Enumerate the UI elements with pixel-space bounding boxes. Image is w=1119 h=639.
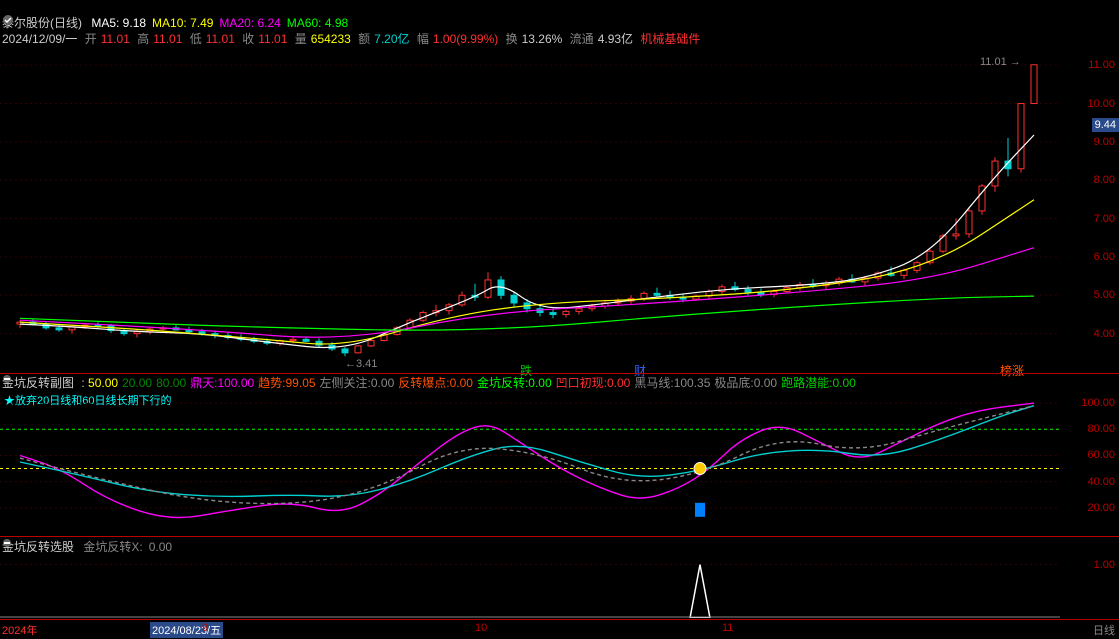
high-marker: 11.01 → [980, 56, 1021, 68]
amt-value: 7.20亿 [374, 32, 409, 46]
amp-value: 1.00(9.99%) [433, 32, 498, 46]
chart-title-row: 泰尔股份(日线) MA5: 9.18 MA10: 7.49 MA20: 6.24 MA… [2, 14, 1117, 28]
high-label: 高 [137, 32, 149, 46]
float-label: 流通 [570, 32, 594, 46]
y-tick: 10.00 [1087, 98, 1115, 110]
collapse-icon[interactable] [2, 538, 12, 548]
collapse-icon[interactable] [2, 374, 12, 384]
sub2-signal-chart[interactable] [0, 554, 1060, 618]
y-tick: 8.00 [1094, 174, 1115, 186]
low-label: 低 [190, 32, 202, 46]
y-tick: 5.00 [1094, 289, 1115, 301]
ohlc-info-row: 2024/12/09/一 开 11.01 高 11.01 低 11.01 收 11.01… [2, 30, 1117, 44]
month-tick: 10 [475, 622, 487, 634]
vol-value: 654233 [311, 32, 351, 46]
amp-label: 幅 [417, 32, 429, 46]
info-date: 2024/12/09/一 [2, 32, 77, 46]
sub1-y-axis: 20.00 40.00 60.00 80.00 100.00 [1060, 390, 1119, 534]
main-candlestick-chart[interactable]: ←3.4111.01 →跌财榜涨 [0, 46, 1060, 372]
indicator-value: 黑马线:100.35 [634, 376, 710, 390]
check-icon [2, 14, 14, 26]
close-label: 收 [242, 32, 254, 46]
sub2-y-axis: 1.00 [1060, 554, 1119, 618]
low-marker: ←3.41 [345, 358, 377, 370]
amt-label: 额 [358, 32, 370, 46]
indicator-value: 80.00 [156, 376, 186, 390]
y-tick: 11.00 [1088, 59, 1115, 71]
indicator-value: 极品底:0.00 [714, 376, 777, 390]
month-tick: 9 [202, 622, 208, 634]
separator-2 [0, 536, 1119, 537]
current-price-box: 9.44 [1092, 118, 1119, 132]
indicator-value: 趋势:99.05 [258, 376, 315, 390]
cursor-date: 2024/08/23/五 [150, 622, 223, 638]
year-label: 2024年 [2, 622, 37, 638]
y-tick: 9.00 [1094, 136, 1115, 148]
sub2-label: 金坑反转X: [83, 540, 142, 554]
period-label: 日线 [1093, 622, 1115, 638]
y-tick: 4.00 [1094, 328, 1115, 340]
open-value: 11.01 [101, 32, 130, 46]
float-value: 4.93亿 [598, 32, 633, 46]
y-tick: 7.00 [1094, 213, 1115, 225]
low-value: 11.01 [206, 32, 235, 46]
month-tick: 11 [722, 622, 733, 634]
indicator-value: 鼎天:100.00 [190, 376, 254, 390]
indicator-value: 20.00 [122, 376, 152, 390]
indicator-value: 金坑反转:0.00 [477, 376, 552, 390]
main-y-axis: 4.00 5.00 6.00 7.00 8.00 9.00 10.00 11.00 9.44 [1060, 46, 1119, 372]
y-tick: 80.00 [1087, 423, 1115, 435]
vol-label: 量 [295, 32, 307, 46]
indicator-value: 反转爆点:0.00 [398, 376, 473, 390]
stock-title: 泰尔股份(日线) [2, 16, 82, 30]
indicator-value: 50.00 [88, 376, 118, 390]
y-tick: 20.00 [1087, 502, 1115, 514]
turn-value: 13.26% [522, 32, 563, 46]
ma-value: MA5: 9.18 [91, 16, 146, 30]
sector-value: 机械基础件 [640, 32, 700, 46]
high-value: 11.01 [153, 32, 182, 46]
y-tick: 1.00 [1094, 559, 1115, 571]
open-label: 开 [85, 32, 97, 46]
y-tick: 60.00 [1087, 449, 1115, 461]
sub2-value: 0.00 [149, 540, 172, 554]
stock-chart-screen: 泰尔股份(日线) MA5: 9.18 MA10: 7.49 MA20: 6.24 MA… [0, 0, 1119, 639]
y-tick: 100.00 [1081, 397, 1115, 409]
indicator-value: 跑路潜能:0.00 [781, 376, 856, 390]
ma-value: MA60: 4.98 [287, 16, 348, 30]
indicator-value: 凹口初现:0.00 [556, 376, 631, 390]
sub1-title: 金坑反转副图 [2, 376, 74, 390]
ma-value: MA20: 6.24 [219, 16, 280, 30]
sub2-title: 金坑反转选股 [2, 540, 74, 554]
indicator-value: 左侧关注:0.00 [320, 376, 395, 390]
y-tick: 6.00 [1094, 251, 1115, 263]
ma-value: MA10: 7.49 [152, 16, 213, 30]
sub1-indicator-chart[interactable]: ★放弃20日线和60日线长期下行的 [0, 390, 1060, 534]
turn-label: 换 [506, 32, 518, 46]
y-tick: 40.00 [1087, 476, 1115, 488]
sub2-header: 金坑反转选股 金坑反转X: 0.00 [2, 538, 1117, 552]
close-value: 11.01 [258, 32, 287, 46]
x-axis: 2024年 2024/08/23/五9 10 11 日线 [0, 620, 1119, 638]
sub1-header: 金坑反转副图 : 50.0020.0080.00鼎天:100.00趋势:99.0… [2, 374, 1117, 388]
